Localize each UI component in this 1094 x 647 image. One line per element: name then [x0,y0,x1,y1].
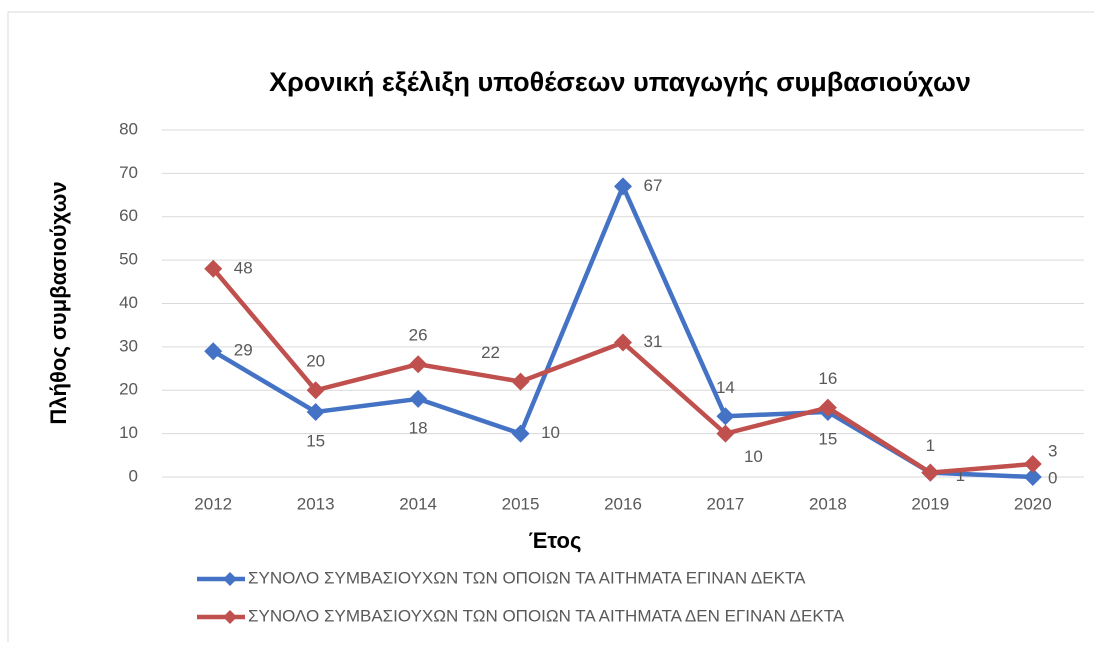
data-label: 18 [409,418,428,437]
marker [204,259,223,278]
x-axis-label: Έτος [529,528,582,553]
y-tick-label: 70 [119,163,138,182]
data-label: 10 [541,423,560,442]
marker [204,342,223,361]
marker [409,389,428,408]
marker [1023,468,1042,486]
marker [1023,454,1042,473]
x-tick-label: 2015 [502,494,540,513]
data-label: 15 [818,429,837,448]
data-label: 1 [956,466,965,485]
x-tick-label: 2018 [809,494,847,513]
legend-marker [223,572,237,586]
y-tick-label: 60 [119,206,138,225]
y-tick-label: 0 [129,466,138,485]
legend-marker [223,610,237,624]
y-tick-label: 10 [119,423,138,442]
data-label: 3 [1048,441,1057,460]
y-tick-label: 20 [119,380,138,399]
x-tick-label: 2019 [911,494,949,513]
x-tick-label: 2013 [297,494,335,513]
y-axis-label: Πλήθος συμβασιούχων [46,181,71,424]
data-label: 1 [926,436,935,455]
data-label: 26 [409,326,428,345]
marker [716,424,735,443]
data-label: 48 [234,258,253,277]
x-tick-label: 2016 [604,494,642,513]
marker [511,424,530,443]
data-label: 22 [481,343,500,362]
data-label: 20 [306,352,325,371]
y-tick-label: 40 [119,293,138,312]
marker [409,355,428,374]
legend-label: ΣΥΝΟΛΟ ΣΥΜΒΑΣΙΟΥΧΩΝ ΤΩΝ ΟΠΟΙΩΝ ΤΑ ΑΙΤΗΜΑ… [248,568,806,587]
data-label: 29 [234,341,253,360]
marker [306,402,325,421]
x-tick-label: 2017 [707,494,745,513]
data-label: 14 [716,378,735,397]
chart-title: Χρονική εξέλιξη υποθέσεων υπαγωγής συμβα… [269,67,971,97]
y-tick-label: 30 [119,336,138,355]
x-tick-label: 2020 [1014,494,1052,513]
marker [716,407,735,426]
data-label: 16 [818,369,837,388]
marker [306,381,325,400]
legend-label: ΣΥΝΟΛΟ ΣΥΜΒΑΣΙΟΥΧΩΝ ΤΩΝ ΟΠΟΙΩΝ ΤΑ ΑΙΤΗΜΑ… [248,606,845,625]
marker [511,372,530,391]
x-tick-label: 2014 [399,494,437,513]
data-label: 67 [644,176,663,195]
data-label: 15 [306,431,325,450]
marker [614,333,632,352]
marker [921,463,940,482]
y-tick-label: 50 [119,250,138,269]
marker [818,398,837,417]
data-label: 10 [744,447,763,466]
marker [614,177,632,196]
y-tick-label: 80 [119,119,138,138]
chart-border [7,11,1094,647]
data-label: 0 [1048,468,1057,487]
data-label: 31 [644,332,663,351]
x-tick-label: 2012 [194,494,232,513]
